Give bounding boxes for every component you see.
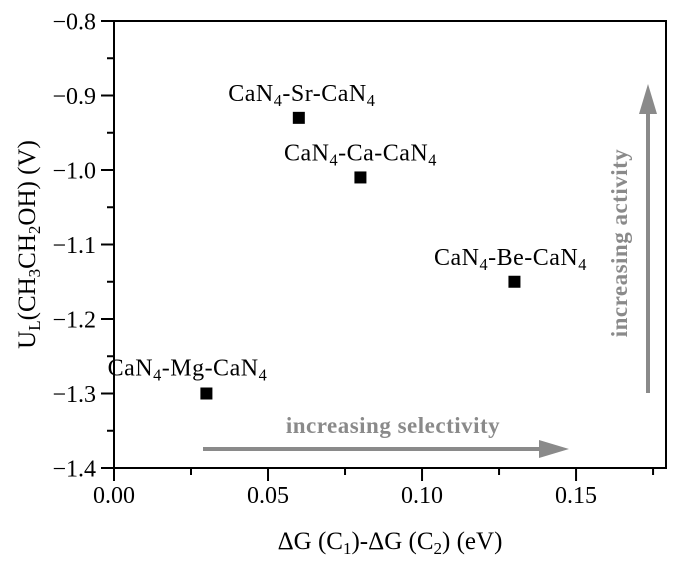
data-point-label: CaN4-Be-CaN4 bbox=[434, 245, 587, 274]
x-axis-title: ΔG (C1)-ΔG (C2) (eV) bbox=[278, 528, 503, 558]
y-tick-label: −0.8 bbox=[52, 10, 96, 36]
y-tick-label: −1.3 bbox=[52, 382, 96, 408]
y-axis-title: UL(CH3CH2OH) (V) bbox=[14, 140, 44, 349]
data-point-label: CaN4-Sr-CaN4 bbox=[228, 81, 375, 110]
y-tick-label: −0.9 bbox=[52, 84, 96, 110]
increasing-selectivity-arrow-head bbox=[539, 440, 569, 458]
x-tick-label: 0.00 bbox=[93, 483, 135, 509]
y-tick-label: −1.2 bbox=[52, 308, 96, 334]
data-point bbox=[292, 111, 305, 124]
data-point bbox=[354, 171, 367, 184]
data-point bbox=[508, 275, 521, 288]
y-tick-label: −1.1 bbox=[52, 233, 96, 259]
x-tick-label: 0.05 bbox=[247, 483, 289, 509]
increasing-activity-arrow-head bbox=[639, 84, 657, 114]
data-point-label: CaN4-Mg-CaN4 bbox=[108, 356, 268, 385]
y-tick-label: −1.4 bbox=[52, 457, 96, 483]
increasing-activity-label: increasing activity bbox=[607, 149, 632, 338]
x-tick-label: 0.10 bbox=[401, 483, 443, 509]
x-tick-label: 0.15 bbox=[555, 483, 597, 509]
data-point-label: CaN4-Ca-CaN4 bbox=[284, 140, 437, 169]
increasing-selectivity-label: increasing selectivity bbox=[286, 413, 500, 438]
plot-frame bbox=[113, 20, 667, 469]
y-tick-label: −1.0 bbox=[52, 159, 96, 185]
data-point bbox=[200, 387, 213, 400]
